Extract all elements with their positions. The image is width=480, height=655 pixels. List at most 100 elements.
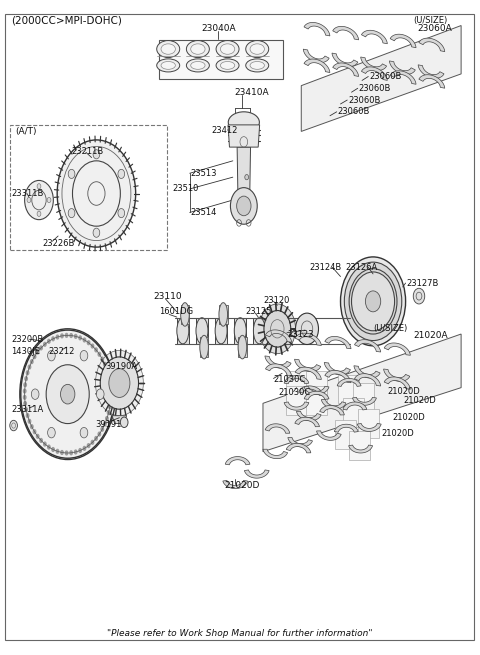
- Text: (U/SIZE): (U/SIZE): [373, 324, 408, 333]
- Bar: [180, 305, 189, 324]
- Ellipse shape: [220, 44, 235, 54]
- Bar: [349, 431, 370, 460]
- Polygon shape: [286, 443, 311, 453]
- Ellipse shape: [216, 41, 239, 58]
- Bar: [286, 371, 307, 400]
- Circle shape: [237, 196, 251, 215]
- Circle shape: [107, 410, 110, 415]
- Ellipse shape: [219, 303, 228, 326]
- Circle shape: [23, 401, 27, 406]
- Bar: [10, 125, 167, 250]
- Polygon shape: [321, 400, 346, 409]
- Polygon shape: [295, 333, 322, 345]
- Circle shape: [91, 343, 95, 348]
- Text: 23211B: 23211B: [72, 147, 104, 155]
- Text: 23510: 23510: [172, 185, 198, 193]
- Circle shape: [27, 197, 31, 202]
- Text: 21030C: 21030C: [278, 388, 311, 398]
- Ellipse shape: [191, 62, 205, 69]
- Circle shape: [259, 304, 296, 354]
- Polygon shape: [304, 22, 330, 36]
- Circle shape: [96, 389, 104, 400]
- Ellipse shape: [177, 318, 189, 344]
- Polygon shape: [390, 71, 416, 84]
- Circle shape: [33, 354, 36, 359]
- Ellipse shape: [246, 59, 269, 72]
- Polygon shape: [301, 26, 461, 132]
- Ellipse shape: [196, 318, 208, 344]
- Circle shape: [78, 448, 82, 453]
- Circle shape: [100, 426, 104, 432]
- Ellipse shape: [186, 59, 209, 72]
- Text: 23513: 23513: [190, 169, 217, 178]
- Ellipse shape: [191, 44, 205, 54]
- Text: (2000CC>MPI-DOHC): (2000CC>MPI-DOHC): [11, 15, 122, 26]
- Text: (A/T): (A/T): [15, 127, 36, 136]
- Circle shape: [87, 443, 91, 448]
- Circle shape: [36, 349, 39, 354]
- Text: 23124B: 23124B: [309, 263, 341, 272]
- Polygon shape: [334, 424, 358, 432]
- Bar: [335, 421, 356, 449]
- Polygon shape: [352, 398, 376, 405]
- Polygon shape: [244, 470, 269, 478]
- Polygon shape: [354, 365, 380, 378]
- Text: 21030C: 21030C: [274, 375, 306, 384]
- Circle shape: [23, 388, 26, 394]
- Circle shape: [60, 333, 64, 339]
- Circle shape: [47, 339, 51, 344]
- Circle shape: [24, 376, 28, 381]
- Circle shape: [108, 379, 112, 384]
- Circle shape: [43, 342, 47, 347]
- Polygon shape: [225, 457, 250, 465]
- Bar: [219, 305, 228, 324]
- Circle shape: [10, 421, 17, 431]
- Circle shape: [69, 333, 73, 338]
- Circle shape: [56, 335, 60, 340]
- Circle shape: [69, 450, 73, 455]
- Circle shape: [97, 352, 101, 357]
- Text: 23125: 23125: [246, 307, 272, 316]
- Circle shape: [68, 208, 75, 217]
- Circle shape: [46, 365, 89, 424]
- Bar: [343, 398, 364, 427]
- Polygon shape: [265, 330, 292, 342]
- Text: 1430JE: 1430JE: [11, 347, 40, 356]
- Circle shape: [83, 337, 86, 343]
- Polygon shape: [288, 438, 312, 447]
- Text: 23060B: 23060B: [337, 107, 370, 117]
- Text: 23127B: 23127B: [407, 278, 439, 288]
- Ellipse shape: [186, 41, 209, 58]
- Circle shape: [94, 347, 98, 352]
- Circle shape: [36, 434, 39, 439]
- Polygon shape: [355, 373, 381, 386]
- Text: 23410A: 23410A: [234, 88, 269, 97]
- Circle shape: [31, 389, 39, 400]
- Circle shape: [43, 441, 47, 447]
- Text: "Please refer to Work Shop Manual for further information": "Please refer to Work Shop Manual for fu…: [107, 629, 373, 638]
- Ellipse shape: [220, 62, 235, 69]
- Bar: [253, 318, 265, 344]
- Bar: [196, 318, 208, 344]
- Circle shape: [103, 362, 107, 367]
- Ellipse shape: [250, 44, 264, 54]
- Circle shape: [23, 383, 27, 387]
- Circle shape: [37, 211, 41, 216]
- Circle shape: [365, 291, 381, 312]
- Text: 1601DG: 1601DG: [159, 307, 194, 316]
- Polygon shape: [304, 59, 330, 73]
- Polygon shape: [419, 75, 445, 88]
- Text: 23060A: 23060A: [417, 24, 452, 33]
- Circle shape: [83, 446, 86, 451]
- Circle shape: [60, 384, 75, 404]
- Text: 21020A: 21020A: [413, 331, 448, 340]
- Circle shape: [91, 440, 95, 445]
- Polygon shape: [332, 53, 358, 67]
- Circle shape: [344, 262, 402, 341]
- Polygon shape: [263, 449, 288, 458]
- Polygon shape: [361, 30, 387, 44]
- Circle shape: [107, 373, 110, 379]
- Circle shape: [105, 416, 109, 421]
- Text: 39191: 39191: [96, 420, 122, 429]
- Polygon shape: [299, 386, 324, 396]
